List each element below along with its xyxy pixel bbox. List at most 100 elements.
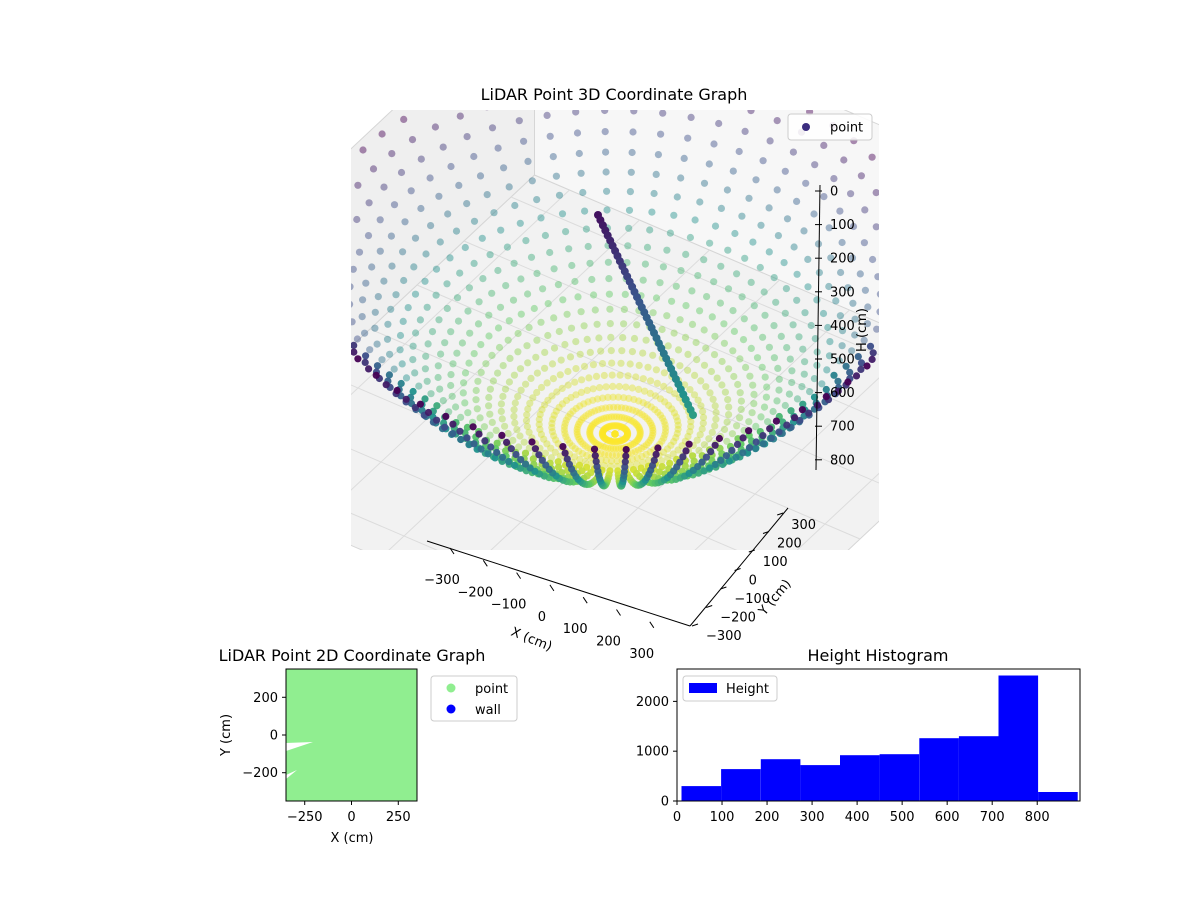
point-marker [617, 404, 626, 412]
point-marker [396, 331, 405, 340]
point-marker [492, 426, 500, 434]
point-marker [572, 391, 580, 399]
point-marker [528, 177, 536, 185]
point-marker [644, 363, 652, 371]
point-marker [717, 262, 725, 270]
point-marker [654, 444, 662, 452]
point-marker [393, 386, 401, 395]
point-marker [706, 464, 714, 472]
point-marker [697, 377, 705, 385]
point-marker [872, 189, 879, 197]
point-marker [618, 347, 626, 355]
chart-3d-z-label: H (cm) [855, 308, 870, 352]
point-marker [793, 197, 801, 205]
point-marker [786, 355, 794, 363]
point-marker [621, 435, 629, 443]
point-marker [611, 430, 619, 438]
z-tick-label: 700 [830, 420, 855, 435]
point-marker [595, 416, 604, 424]
point-marker [633, 454, 641, 462]
point-marker [453, 294, 462, 302]
point-marker [773, 186, 781, 194]
point-marker [481, 437, 489, 445]
point-marker [630, 334, 639, 343]
histogram-bar [681, 786, 722, 801]
legend-point-marker [446, 683, 456, 693]
point-marker [628, 348, 637, 356]
point-marker [431, 123, 439, 131]
point-marker [527, 374, 535, 382]
point-marker [560, 423, 569, 431]
point-marker [611, 430, 619, 438]
point-marker [603, 436, 611, 444]
point-marker [813, 361, 821, 369]
point-marker [510, 371, 518, 379]
point-marker [804, 255, 812, 263]
point-marker [717, 456, 725, 464]
grid-line-y [463, 240, 879, 420]
point-marker [525, 444, 533, 452]
point-marker [623, 431, 632, 439]
point-marker [522, 417, 531, 425]
point-marker [510, 412, 518, 420]
point-marker [711, 441, 719, 449]
point-marker [452, 403, 460, 411]
point-marker [583, 335, 591, 343]
point-marker [589, 385, 597, 393]
point-marker [602, 383, 610, 391]
point-marker [666, 459, 674, 467]
point-marker [586, 429, 594, 437]
point-marker [775, 375, 783, 383]
point-marker [685, 440, 693, 448]
point-marker [611, 430, 619, 438]
point-marker [835, 357, 843, 365]
point-marker [650, 189, 658, 198]
point-marker [686, 428, 694, 436]
point-marker [554, 281, 563, 289]
legend-point-label: point [475, 682, 508, 697]
point-marker [720, 425, 729, 433]
point-marker [513, 426, 521, 434]
legend-height-label: Height [726, 682, 769, 697]
point-marker [807, 321, 815, 330]
point-marker [533, 369, 542, 377]
point-marker [473, 405, 481, 413]
point-marker [593, 440, 601, 448]
point-marker [723, 418, 731, 426]
point-marker [412, 329, 420, 337]
point-marker [663, 445, 672, 453]
z-tick-label: 500 [830, 353, 855, 368]
point-marker [648, 431, 657, 440]
point-marker [604, 423, 612, 431]
point-marker [791, 414, 799, 422]
point-marker [515, 117, 523, 125]
point-marker [678, 442, 686, 450]
point-marker [424, 103, 431, 110]
point-marker [488, 124, 497, 132]
point-marker [652, 450, 660, 458]
point-marker [852, 372, 861, 380]
point-marker [801, 358, 809, 366]
point-marker [399, 317, 407, 325]
point-marker [485, 393, 493, 402]
point-marker [838, 342, 846, 350]
point-marker [674, 425, 682, 433]
point-marker [470, 259, 478, 267]
point-marker [561, 449, 569, 457]
point-marker [477, 341, 485, 349]
point-marker [799, 400, 807, 408]
point-marker [411, 404, 419, 412]
point-marker [574, 423, 582, 431]
point-marker [433, 416, 441, 424]
point-marker [696, 307, 704, 315]
point-marker [514, 348, 522, 356]
point-marker [699, 413, 708, 421]
point-marker [455, 181, 463, 189]
legend-point-marker [802, 123, 810, 131]
point-marker [590, 291, 598, 299]
histogram-bar [879, 754, 920, 801]
point-marker [570, 453, 579, 461]
point-marker [611, 430, 619, 438]
point-marker [625, 224, 633, 232]
point-marker [702, 383, 710, 391]
